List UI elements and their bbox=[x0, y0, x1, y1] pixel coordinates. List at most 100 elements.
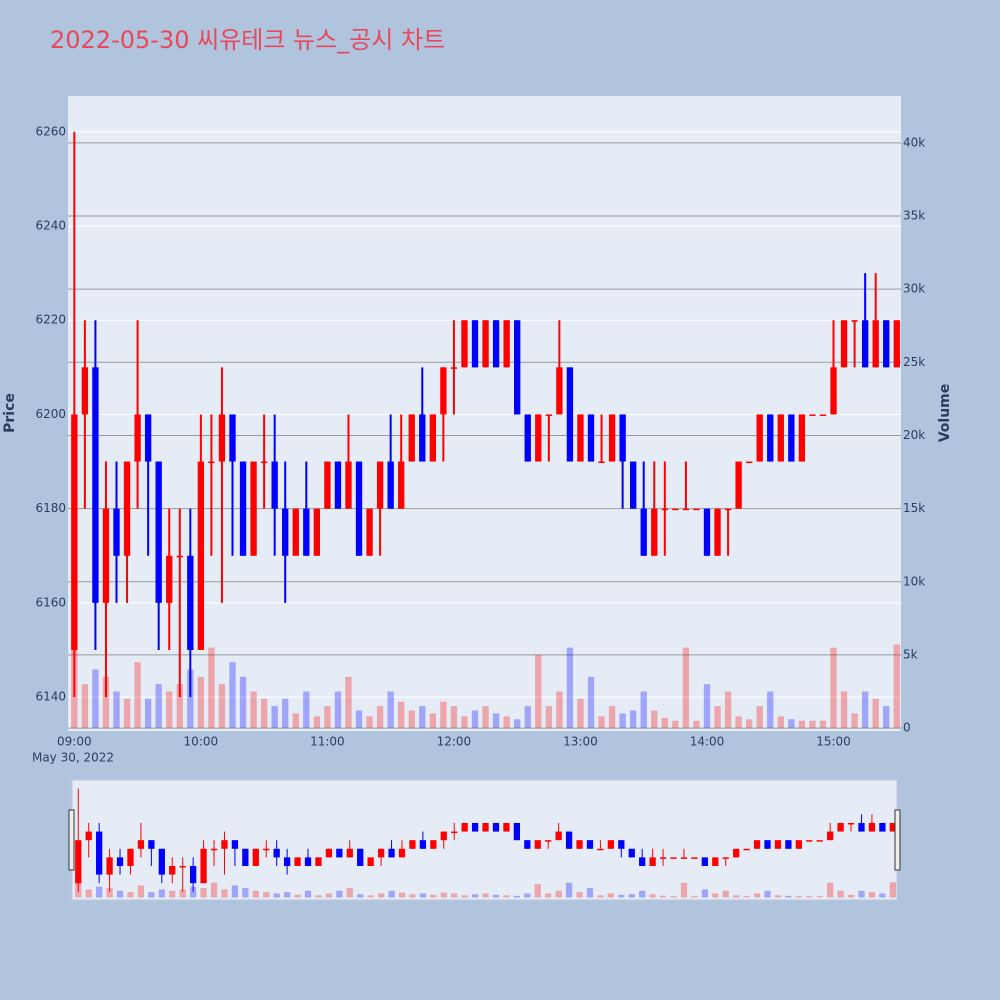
volume-bar bbox=[239, 676, 247, 729]
volume-bar bbox=[409, 894, 416, 898]
volume-bar bbox=[524, 706, 531, 729]
candle-body bbox=[96, 831, 103, 875]
candle-body bbox=[753, 840, 761, 849]
candle-body bbox=[440, 367, 447, 415]
volume-bar bbox=[628, 894, 635, 898]
x-date-label: May 30, 2022 bbox=[32, 751, 114, 765]
candle-body bbox=[618, 840, 625, 849]
volume-bar bbox=[682, 647, 690, 729]
volume-bar bbox=[346, 888, 353, 898]
candle-body bbox=[440, 831, 447, 841]
volume-bar bbox=[208, 647, 215, 729]
candle-body bbox=[357, 848, 364, 866]
volume-bar bbox=[597, 895, 604, 898]
plot-area bbox=[68, 96, 901, 731]
volume-bar bbox=[774, 895, 782, 898]
candle-body bbox=[471, 320, 479, 368]
volume-bar bbox=[137, 885, 145, 898]
candle-body bbox=[524, 414, 531, 462]
volume-bar bbox=[419, 706, 426, 729]
volume-bar bbox=[315, 895, 322, 898]
candle-body bbox=[680, 857, 688, 859]
volume-bar bbox=[357, 894, 364, 898]
y2-tick-label: 20k bbox=[903, 428, 925, 442]
candle-body bbox=[419, 414, 426, 462]
range-slider-layer bbox=[75, 788, 896, 898]
candle-body bbox=[231, 840, 239, 849]
volume-bar bbox=[701, 889, 708, 898]
candle-body bbox=[324, 461, 331, 509]
candle-body bbox=[795, 840, 802, 849]
candle-body bbox=[651, 508, 658, 556]
candle-body bbox=[409, 840, 416, 849]
volume-bar bbox=[429, 713, 436, 729]
candle-body bbox=[872, 320, 879, 368]
candle-body bbox=[555, 831, 562, 841]
candle-body bbox=[366, 508, 373, 556]
candle-body bbox=[535, 414, 542, 462]
candle-body bbox=[639, 857, 646, 866]
volume-bar bbox=[524, 893, 531, 898]
candle-body bbox=[597, 848, 604, 851]
candle-body bbox=[102, 508, 110, 603]
candle-body bbox=[714, 508, 721, 556]
volume-bar bbox=[577, 698, 584, 729]
range-handle-left[interactable] bbox=[68, 809, 75, 871]
candle-body bbox=[545, 414, 552, 416]
volume-bar bbox=[535, 654, 542, 729]
volume-bar bbox=[639, 890, 646, 898]
candle-body bbox=[565, 831, 573, 849]
volume-bar bbox=[482, 893, 489, 898]
candle-body bbox=[630, 461, 637, 509]
volume-bar bbox=[190, 886, 197, 898]
volume-bar bbox=[81, 684, 89, 729]
range-handle-right[interactable] bbox=[894, 809, 901, 871]
candle-body bbox=[879, 822, 886, 832]
candle-body bbox=[492, 822, 500, 832]
candle-body bbox=[303, 508, 310, 556]
volume-bar bbox=[607, 893, 614, 898]
candle-body bbox=[461, 320, 468, 368]
range-slider[interactable] bbox=[71, 779, 898, 901]
volume-bar bbox=[809, 720, 816, 729]
volume-bar bbox=[672, 720, 679, 729]
candle-body bbox=[722, 857, 729, 859]
volume-bar bbox=[158, 889, 165, 898]
candle-body bbox=[388, 848, 395, 858]
candle-body bbox=[315, 857, 322, 866]
volume-bar bbox=[733, 895, 740, 898]
y2-tick-label: 10k bbox=[903, 574, 925, 588]
y2-tick-label: 40k bbox=[903, 135, 925, 149]
volume-bar bbox=[630, 710, 637, 729]
volume-bar bbox=[377, 893, 385, 898]
candle-body bbox=[461, 822, 468, 832]
volume-bar bbox=[197, 676, 205, 729]
candle-body bbox=[830, 367, 837, 415]
volume-bar bbox=[586, 888, 594, 898]
volume-bar bbox=[102, 676, 110, 729]
volume-bar bbox=[618, 894, 625, 898]
candle-body bbox=[304, 857, 312, 866]
x-tick-label: 15:00 bbox=[816, 735, 851, 749]
volume-bar bbox=[576, 892, 583, 898]
volume-bar bbox=[430, 894, 437, 898]
candle-body bbox=[75, 840, 82, 884]
x-tick-label: 14:00 bbox=[690, 735, 725, 749]
candle-body bbox=[376, 461, 384, 509]
candle-body bbox=[482, 822, 489, 832]
volume-bar bbox=[691, 896, 698, 898]
candle-body bbox=[788, 414, 795, 462]
volume-bar bbox=[703, 684, 711, 729]
candle-body bbox=[271, 461, 278, 509]
y2-tick-label: 30k bbox=[903, 282, 925, 296]
candle-body bbox=[123, 461, 131, 556]
volume-bar bbox=[336, 890, 343, 898]
x-tick-label: 11:00 bbox=[310, 735, 345, 749]
volume-bar bbox=[858, 890, 865, 898]
candle-body bbox=[377, 848, 385, 858]
volume-bar bbox=[471, 894, 479, 898]
volume-bar bbox=[722, 890, 729, 898]
candle-body bbox=[106, 857, 113, 875]
volume-bar bbox=[598, 716, 605, 729]
chart-title: 2022-05-30 씨유테크 뉴스_공시 차트 bbox=[50, 26, 445, 54]
